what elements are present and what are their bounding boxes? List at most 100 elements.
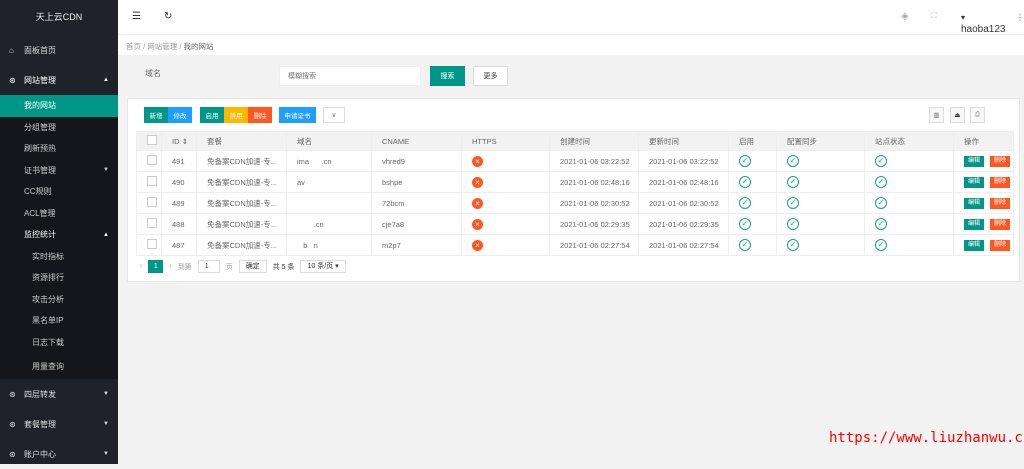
per-page-select[interactable]: 10 条/页 ▾ [300, 260, 346, 273]
caret-down-icon: ▼ [103, 391, 109, 397]
row-delete-button[interactable]: 删除 [990, 177, 1011, 188]
sidebar-item-my-sites[interactable]: 我的网站 [0, 95, 118, 117]
sites-table: ID ⇕ 套餐 域名 CNAME HTTPS 创建时间 更新时间 启用 配置同步… [136, 131, 1014, 256]
cell-enabled: ✓ [728, 213, 777, 235]
more-button[interactable]: 更多 [473, 66, 508, 86]
check-circle-icon: ✓ [787, 197, 799, 209]
cell-domain [286, 192, 372, 214]
dropdown-chevron-icon[interactable]: ∨ [323, 107, 345, 123]
crumb-home[interactable]: 首页 [126, 42, 141, 51]
row-edit-button[interactable]: 编辑 [964, 177, 985, 188]
check-circle-icon: ✓ [739, 176, 751, 188]
sidebar-item-account[interactable]: ⊛ 账户中心 ▼ [0, 439, 118, 469]
apply-cert-button[interactable]: 申请证书 [279, 107, 316, 123]
sidebar-item-blacklist[interactable]: 黑名单IP [32, 316, 64, 326]
cell-created: 2021-01-06 02:30:52 [549, 192, 639, 214]
label: 证书管理 [24, 165, 56, 175]
pagination: ‹ 1 › 到第 1 页 确定 共 5 条 10 条/页 ▾ [140, 260, 346, 273]
cell-cname: m2p7 [371, 234, 462, 256]
cell-created: 2021-01-06 02:48:16 [549, 171, 639, 193]
disable-button[interactable]: 禁用 [224, 107, 248, 123]
label: 网站管理 [24, 75, 56, 85]
sidebar-item-usage[interactable]: 用量查询 [32, 361, 64, 371]
caret-up-icon: ▲ [103, 231, 109, 238]
check-circle-icon: ✓ [739, 239, 751, 251]
sidebar-item-ranking[interactable]: 资源排行 [32, 273, 64, 283]
cell-domain: ima .cn [286, 150, 372, 172]
cell-status: ✓ [864, 171, 954, 193]
print-icon[interactable]: ⎙ [970, 107, 985, 123]
more-icon[interactable]: ⋮ [1016, 13, 1024, 22]
col-id[interactable]: ID ⇕ [161, 131, 197, 151]
check-circle-icon: ✓ [739, 155, 751, 167]
crumb-site-mgmt[interactable]: 网站管理 [147, 42, 178, 51]
delete-button[interactable]: 删除 [248, 107, 272, 123]
cube-icon: ⊛ [9, 419, 16, 429]
tag-icon[interactable]: ◈ [901, 11, 909, 22]
label: 监控统计 [24, 230, 56, 240]
cell-https: × [461, 213, 550, 235]
sidebar-item-plans[interactable]: ⊛ 套餐管理 ▼ [0, 409, 118, 439]
table-row: 491 免备案CDN加速-专... ima .cn vhred9 × 2021-… [136, 150, 1014, 172]
sidebar-item-logs[interactable]: 日志下载 [32, 337, 64, 347]
sidebar-item-acl[interactable]: ACL管理 [24, 208, 56, 218]
confirm-button[interactable]: 确定 [238, 260, 267, 273]
col-updated: 更新时间 [638, 131, 729, 151]
sidebar-item-monitor[interactable]: 监控统计 ▲ [0, 224, 118, 246]
add-button[interactable]: 新增 [144, 107, 168, 123]
cell-domain: .cn [286, 213, 372, 235]
select-all[interactable] [136, 131, 162, 151]
sidebar-item-site-mgmt[interactable]: ⊛ 网站管理 ▲ [0, 65, 118, 95]
total-count: 共 5 条 [272, 263, 295, 271]
user-menu[interactable]: haoba123 ▾ [961, 13, 1006, 35]
caret-down-icon: ▼ [103, 451, 109, 457]
label: 套餐管理 [24, 419, 56, 429]
row-checkbox[interactable] [136, 192, 162, 214]
row-delete-button[interactable]: 删除 [990, 240, 1011, 251]
columns-icon[interactable]: ▥ [929, 107, 944, 123]
row-checkbox[interactable] [136, 150, 162, 172]
row-delete-button[interactable]: 删除 [990, 198, 1011, 209]
row-edit-button[interactable]: 编辑 [964, 198, 985, 209]
row-checkbox[interactable] [136, 171, 162, 193]
cell-updated: 2021-01-06 02:29:35 [638, 213, 729, 235]
search-button[interactable]: 搜索 [430, 66, 465, 86]
menu-toggle-icon[interactable]: ☰ [132, 11, 141, 22]
sidebar-item-l4[interactable]: ⊛ 四层转发 ▼ [0, 379, 118, 409]
cell-plan: 免备案CDN加速-专... [196, 150, 287, 172]
username: haoba123 [961, 24, 1006, 35]
sidebar-item-groups[interactable]: 分组管理 [24, 122, 56, 132]
caret-down-icon: ▼ [103, 167, 109, 174]
sidebar-item-certs[interactable]: 证书管理 ▼ [0, 160, 118, 182]
prev-page-icon[interactable]: ‹ [140, 263, 143, 270]
cell-domain: b n [286, 234, 372, 256]
row-edit-button[interactable]: 编辑 [964, 240, 985, 251]
check-circle-icon: ✓ [739, 218, 751, 230]
row-checkbox[interactable] [136, 234, 162, 256]
page-1[interactable]: 1 [148, 260, 164, 273]
label: 账户中心 [24, 449, 56, 459]
cell-plan: 免备案CDN加速-专... [196, 213, 287, 235]
cell-actions: 编辑 删除 [953, 171, 1014, 193]
row-edit-button[interactable]: 编辑 [964, 156, 985, 167]
cell-status: ✓ [864, 234, 954, 256]
sidebar-item-realtime[interactable]: 实时指标 [32, 251, 64, 261]
next-page-icon[interactable]: › [169, 263, 172, 270]
page-input[interactable]: 1 [197, 260, 220, 273]
edit-button[interactable]: 修改 [168, 107, 192, 123]
refresh-icon[interactable]: ↻ [164, 11, 173, 22]
row-checkbox[interactable] [136, 213, 162, 235]
sidebar-item-attack[interactable]: 攻击分析 [32, 294, 64, 304]
export-icon[interactable]: ⏏ [950, 107, 965, 123]
row-delete-button[interactable]: 删除 [990, 156, 1011, 167]
fullscreen-icon[interactable]: ⛶ [931, 11, 937, 20]
close-circle-icon: × [472, 176, 483, 188]
sidebar-item-cc[interactable]: CC规则 [24, 187, 52, 197]
row-edit-button[interactable]: 编辑 [964, 219, 985, 230]
search-input[interactable] [279, 66, 421, 86]
row-delete-button[interactable]: 删除 [990, 219, 1011, 230]
sidebar-item-refresh[interactable]: 刷新预热 [24, 144, 56, 154]
cell-status: ✓ [864, 150, 954, 172]
sidebar-item-dashboard[interactable]: ⌂ 面板首页 [0, 35, 118, 65]
enable-button[interactable]: 启用 [200, 107, 224, 123]
